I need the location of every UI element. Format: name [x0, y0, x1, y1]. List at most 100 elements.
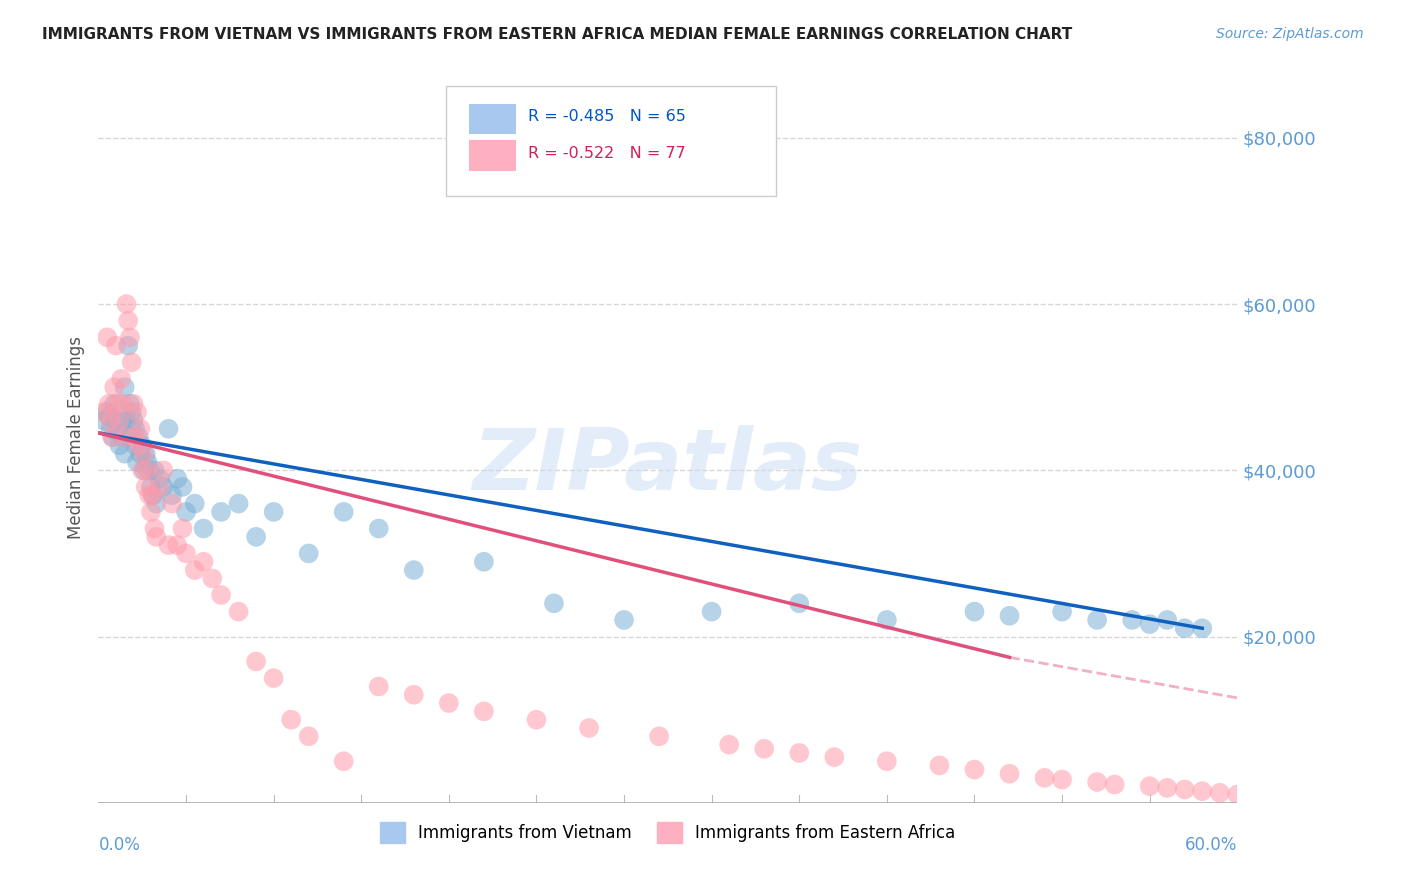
Point — [613, 613, 636, 627]
Point — [114, 380, 136, 394]
Point — [367, 680, 389, 694]
Point — [1174, 782, 1197, 797]
FancyBboxPatch shape — [468, 103, 516, 135]
Point — [1139, 617, 1161, 632]
Point — [1139, 779, 1161, 793]
Point — [437, 696, 460, 710]
Point — [1050, 772, 1073, 787]
Point — [131, 463, 153, 477]
Point — [1191, 621, 1213, 635]
Point — [117, 314, 139, 328]
Point — [1085, 775, 1108, 789]
Point — [160, 497, 183, 511]
Point — [124, 430, 146, 444]
Text: ZIPatlas: ZIPatlas — [472, 425, 863, 508]
Legend: Immigrants from Vietnam, Immigrants from Eastern Africa: Immigrants from Vietnam, Immigrants from… — [374, 815, 962, 849]
Point — [143, 463, 166, 477]
Point — [114, 430, 136, 444]
Text: R = -0.522   N = 77: R = -0.522 N = 77 — [527, 145, 686, 161]
Point — [101, 430, 124, 444]
Point — [193, 521, 215, 535]
Point — [135, 480, 157, 494]
Point — [1174, 621, 1197, 635]
FancyBboxPatch shape — [446, 86, 776, 195]
Point — [172, 480, 194, 494]
Point — [1243, 789, 1265, 803]
Point — [367, 521, 389, 535]
Point — [1313, 791, 1336, 805]
Point — [152, 463, 174, 477]
Point — [101, 430, 124, 444]
Point — [472, 555, 495, 569]
Point — [118, 330, 141, 344]
Point — [298, 729, 321, 743]
Text: 60.0%: 60.0% — [1185, 836, 1237, 854]
Point — [1156, 780, 1178, 795]
Point — [142, 488, 165, 502]
Point — [526, 713, 548, 727]
Point — [103, 380, 125, 394]
Point — [157, 422, 180, 436]
Point — [1296, 790, 1319, 805]
Point — [245, 530, 267, 544]
Point — [122, 413, 145, 427]
Point — [1156, 613, 1178, 627]
Point — [125, 405, 148, 419]
Text: Source: ZipAtlas.com: Source: ZipAtlas.com — [1216, 27, 1364, 41]
Text: R = -0.485   N = 65: R = -0.485 N = 65 — [527, 109, 686, 124]
Point — [578, 721, 600, 735]
Point — [157, 538, 180, 552]
Point — [193, 555, 215, 569]
Text: 0.0%: 0.0% — [98, 836, 141, 854]
Point — [121, 355, 143, 369]
Point — [97, 397, 120, 411]
Point — [1104, 778, 1126, 792]
Point — [124, 438, 146, 452]
Point — [1226, 788, 1249, 802]
Point — [332, 505, 354, 519]
Point — [129, 447, 152, 461]
Point — [172, 521, 194, 535]
Point — [115, 413, 138, 427]
Point — [139, 480, 162, 494]
Point — [754, 741, 776, 756]
Point — [135, 447, 157, 461]
Point — [122, 397, 145, 411]
Point — [209, 505, 232, 519]
Point — [145, 530, 167, 544]
Point — [115, 297, 138, 311]
Point — [108, 438, 131, 452]
Point — [104, 413, 127, 427]
Point — [104, 338, 127, 352]
Point — [129, 422, 152, 436]
Point — [787, 746, 810, 760]
Point — [107, 425, 129, 440]
Point — [108, 413, 131, 427]
Point — [332, 754, 354, 768]
Point — [1033, 771, 1056, 785]
Point — [100, 413, 122, 427]
Point — [402, 563, 425, 577]
Point — [648, 729, 671, 743]
Point — [963, 763, 986, 777]
Point — [110, 413, 132, 427]
FancyBboxPatch shape — [468, 140, 516, 171]
Point — [1278, 789, 1301, 804]
Point — [136, 463, 159, 477]
Point — [100, 422, 122, 436]
Point — [149, 480, 172, 494]
Point — [124, 422, 146, 436]
Point — [149, 472, 172, 486]
Point — [1209, 786, 1232, 800]
Point — [118, 397, 141, 411]
Point — [1050, 605, 1073, 619]
Point — [143, 521, 166, 535]
Point — [111, 397, 134, 411]
Point — [1085, 613, 1108, 627]
Point — [280, 713, 302, 727]
Point — [543, 596, 565, 610]
Point — [139, 505, 162, 519]
Point — [1121, 613, 1143, 627]
Point — [138, 463, 160, 477]
Point — [402, 688, 425, 702]
